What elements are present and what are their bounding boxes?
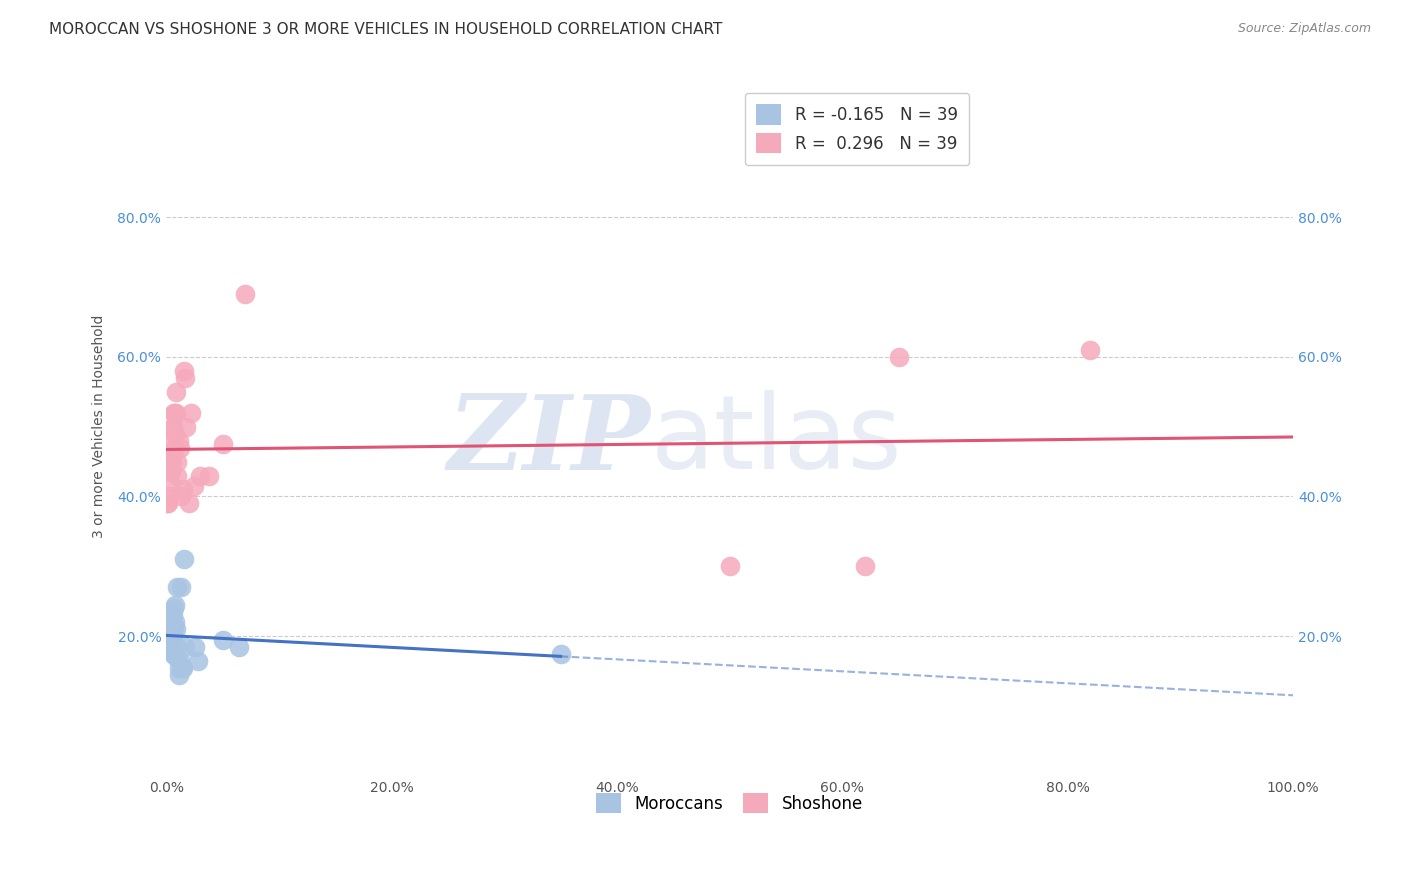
Point bbox=[162, 622, 184, 636]
Point bbox=[233, 287, 256, 301]
Point bbox=[163, 406, 186, 420]
Point bbox=[184, 640, 207, 654]
Point bbox=[228, 640, 250, 654]
Point bbox=[176, 419, 198, 434]
Point bbox=[163, 618, 186, 632]
Text: atlas: atlas bbox=[651, 390, 903, 491]
Point bbox=[162, 629, 184, 643]
Point bbox=[166, 580, 188, 594]
Point bbox=[169, 441, 191, 455]
Point bbox=[157, 496, 180, 510]
Point bbox=[887, 350, 910, 364]
Point bbox=[188, 468, 211, 483]
Point bbox=[170, 660, 193, 674]
Point bbox=[159, 640, 181, 654]
Point bbox=[159, 629, 181, 643]
Point bbox=[162, 419, 184, 434]
Point bbox=[160, 640, 183, 654]
Point bbox=[211, 632, 233, 647]
Point bbox=[159, 490, 181, 504]
Point bbox=[160, 615, 183, 630]
Point bbox=[159, 632, 181, 647]
Point bbox=[165, 622, 187, 636]
Point bbox=[177, 496, 200, 510]
Point bbox=[159, 461, 181, 475]
Point bbox=[166, 454, 188, 468]
Point bbox=[187, 654, 209, 668]
Point bbox=[165, 441, 187, 455]
Point bbox=[159, 475, 181, 490]
Point bbox=[162, 608, 184, 623]
Point bbox=[165, 650, 187, 665]
Point bbox=[170, 580, 193, 594]
Point bbox=[159, 461, 181, 475]
Point bbox=[167, 660, 190, 674]
Point bbox=[173, 364, 195, 378]
Point bbox=[174, 370, 197, 384]
Point bbox=[163, 601, 186, 615]
Point bbox=[162, 434, 184, 448]
Point bbox=[160, 454, 183, 468]
Y-axis label: 3 or more Vehicles in Household: 3 or more Vehicles in Household bbox=[93, 315, 107, 539]
Point bbox=[1078, 343, 1101, 357]
Point bbox=[198, 468, 221, 483]
Point bbox=[160, 451, 183, 466]
Point bbox=[159, 622, 181, 636]
Point bbox=[160, 629, 183, 643]
Point bbox=[159, 625, 181, 640]
Point bbox=[165, 384, 187, 399]
Point bbox=[165, 598, 187, 612]
Point bbox=[853, 559, 876, 574]
Text: Source: ZipAtlas.com: Source: ZipAtlas.com bbox=[1237, 22, 1371, 36]
Point bbox=[167, 434, 190, 448]
Point bbox=[166, 640, 188, 654]
Point bbox=[159, 465, 181, 479]
Point bbox=[170, 490, 193, 504]
Text: MOROCCAN VS SHOSHONE 3 OR MORE VEHICLES IN HOUSEHOLD CORRELATION CHART: MOROCCAN VS SHOSHONE 3 OR MORE VEHICLES … bbox=[49, 22, 723, 37]
Legend: Moroccans, Shoshone: Moroccans, Shoshone bbox=[589, 786, 870, 820]
Point bbox=[160, 622, 183, 636]
Point bbox=[160, 632, 183, 647]
Point bbox=[183, 479, 205, 493]
Point bbox=[156, 496, 179, 510]
Point bbox=[718, 559, 741, 574]
Point bbox=[167, 667, 190, 681]
Point bbox=[550, 647, 572, 661]
Point bbox=[174, 640, 197, 654]
Point bbox=[180, 406, 202, 420]
Point bbox=[162, 647, 184, 661]
Point bbox=[160, 448, 183, 462]
Point bbox=[169, 654, 191, 668]
Point bbox=[172, 483, 194, 497]
Point bbox=[211, 437, 233, 451]
Point bbox=[163, 406, 186, 420]
Point bbox=[165, 615, 187, 630]
Point bbox=[166, 468, 188, 483]
Point bbox=[165, 426, 187, 441]
Point bbox=[172, 660, 194, 674]
Point bbox=[157, 632, 180, 647]
Text: ZIP: ZIP bbox=[447, 390, 651, 491]
Point bbox=[159, 632, 181, 647]
Point bbox=[162, 419, 184, 434]
Point bbox=[173, 552, 195, 566]
Point bbox=[165, 406, 187, 420]
Point bbox=[163, 647, 186, 661]
Point bbox=[159, 636, 181, 650]
